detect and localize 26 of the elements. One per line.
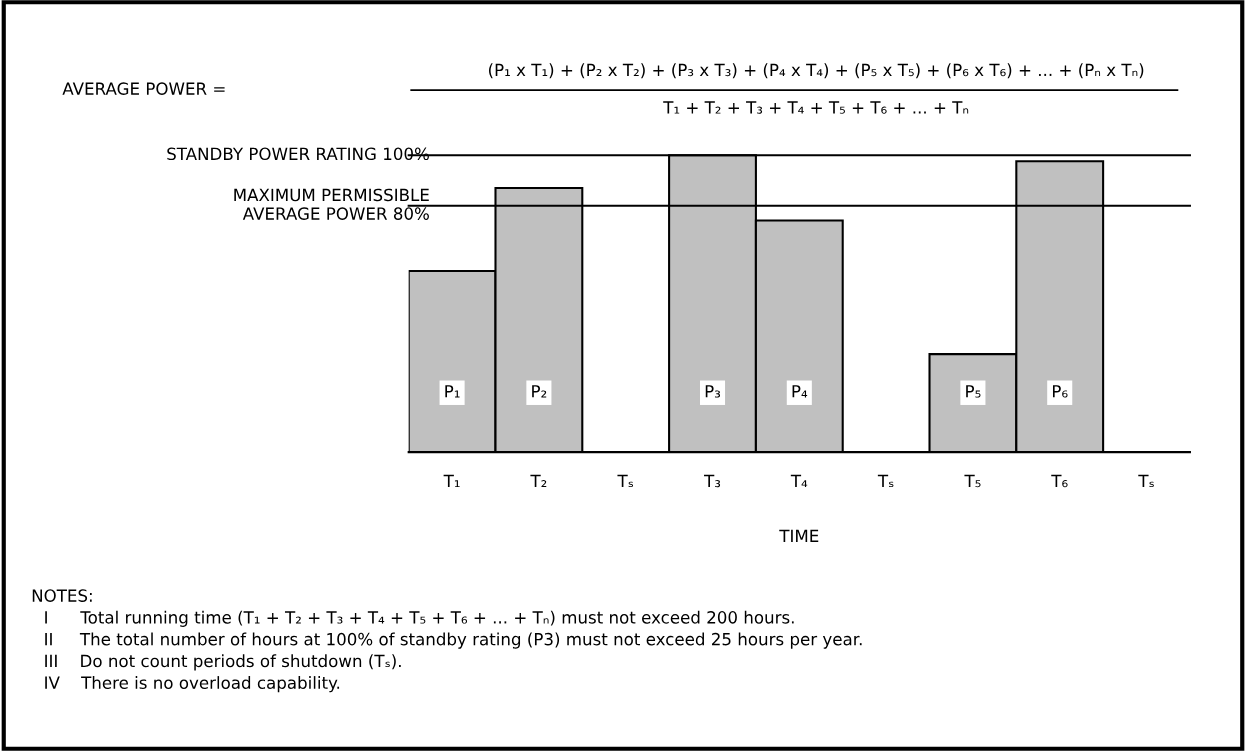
- text: T₁ + T₂ + T₃ + T₄ + T₅ + T₆ + ... + Tₙ: [663, 101, 969, 114]
- x-tick-label: T₂: [530, 474, 547, 488]
- x-tick-label: T₁: [443, 474, 460, 488]
- x-axis-title: TIME: [779, 529, 819, 543]
- ref-line-label: MAXIMUM PERMISSIBLE AVERAGE POWER 80%: [234, 188, 429, 220]
- text: AVERAGE POWER =: [62, 82, 225, 95]
- x-tick-label: Tₛ: [877, 474, 894, 488]
- ref-line-label: STANDBY POWER RATING 100%: [167, 147, 429, 161]
- x-tick-label: T₆: [1051, 474, 1068, 488]
- annotation: P₃: [705, 385, 721, 398]
- x-tick-label: T₃: [704, 474, 721, 488]
- x-tick-label: Tₛ: [617, 474, 634, 488]
- annotation: P₁: [445, 385, 460, 398]
- annotation: P₆: [1052, 385, 1068, 398]
- text: (P₁ x T₁) + (P₂ x T₂) + (P₃ x T₃) + (P₄ x T₄) + (P₅ x T₅) + (P₆ x T₆) + ... + (Pₙ x Tₙ): [489, 63, 1144, 79]
- x-tick-label: T₅: [964, 474, 981, 488]
- text: NOTES:: [32, 589, 92, 602]
- text: III Do not count periods of shutdown (Tₛ).: [45, 654, 401, 671]
- text: IV There is no overload capability.: [45, 676, 340, 693]
- annotation: P₄: [792, 385, 808, 398]
- text: I Total running time (T₁ + T₂ + T₃ + T₄ + T₅ + T₆ + ... + Tₙ) must not exceed 200 hours.: [45, 610, 794, 627]
- text: II The total number of hours at 100% of standby rating (P3) must not exceed 25 hours per year.: [45, 632, 862, 649]
- x-tick-label: Tₛ: [1138, 474, 1154, 488]
- annotation: P₅: [966, 385, 981, 398]
- x-tick-label: T₄: [790, 474, 808, 488]
- annotation: P₂: [532, 385, 547, 398]
